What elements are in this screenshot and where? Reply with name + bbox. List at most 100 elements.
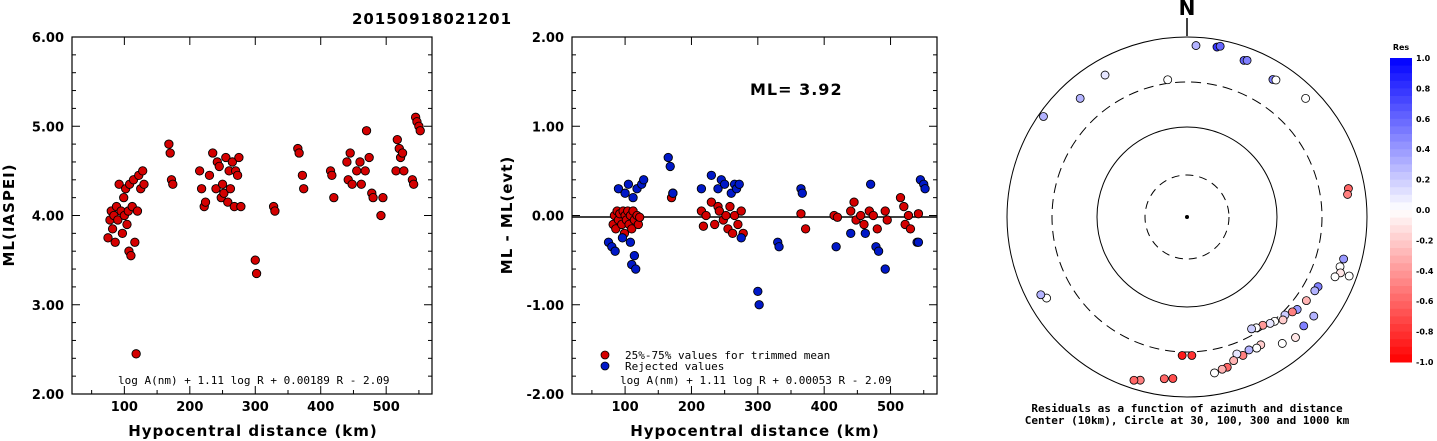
rejected-data-point	[665, 161, 675, 172]
rejected-data-point	[846, 228, 856, 239]
colorbar-cell	[1390, 164, 1412, 173]
ml-data-point	[376, 210, 386, 221]
ml-data-point	[119, 192, 129, 203]
colorbar-cell	[1390, 134, 1412, 143]
ml-data-point	[214, 161, 224, 172]
ml-x-tick-label: 300	[242, 400, 269, 415]
azimuth-residual-point	[1217, 364, 1227, 374]
ml-data-point	[221, 152, 231, 163]
rejected-data-point	[713, 184, 723, 194]
colorbar-cell	[1390, 103, 1412, 112]
residual-y-tick-label: 2.00	[532, 31, 564, 46]
ml-data-point	[345, 148, 355, 158]
trimmed-data-point	[905, 224, 916, 234]
ml-data-point	[352, 166, 362, 176]
residual-x-tick-label: 100	[612, 400, 639, 415]
rejected-data-point	[629, 251, 640, 261]
rejected-data-point	[623, 179, 634, 189]
ml-data-point	[208, 148, 218, 158]
epicenter-dot	[1185, 215, 1189, 219]
azimuth-residual-point	[1287, 307, 1297, 317]
rejected-data-point	[719, 179, 730, 189]
colorbar-cell	[1390, 354, 1412, 363]
colorbar-cell	[1390, 73, 1412, 82]
azimuth-residual-point	[1244, 345, 1254, 355]
ml-data-point	[342, 157, 352, 167]
rejected-data-point	[631, 264, 641, 274]
ml-data-point	[391, 166, 401, 176]
azimuth-residual-point	[1191, 41, 1201, 50]
ml-data-point	[270, 206, 280, 216]
azimuth-residual-point	[1100, 70, 1110, 80]
colorbar-cell	[1390, 141, 1412, 150]
residual-x-axis-label: Hypocentral distance (km)	[630, 422, 880, 440]
ml-data-point	[250, 255, 260, 265]
trimmed-data-point	[903, 210, 914, 221]
rejected-data-point	[617, 233, 628, 243]
trimmed-data-point	[627, 224, 637, 234]
residual-y-tick-label: 0.00	[532, 210, 564, 225]
ml-data-point	[130, 237, 140, 247]
colorbar-cell	[1390, 232, 1412, 241]
ml-data-point	[223, 197, 233, 207]
rejected-data-point	[865, 179, 876, 189]
ml-data-point	[378, 192, 388, 203]
legend-label-trimmed: 25%-75% values for trimmed mean	[625, 349, 830, 362]
ml-data-point	[368, 192, 378, 203]
colorbar-cell	[1390, 217, 1412, 226]
ml-vs-distance-panel: 100 200 300 400 500 2.00 3.00 4.00 5.00 6.00 ML(I…	[0, 31, 433, 440]
rejected-data-point	[880, 264, 890, 274]
colorbar-cell	[1390, 88, 1412, 97]
rejected-data-point	[696, 184, 707, 194]
ml-data-point	[131, 349, 141, 359]
colorbar-cell	[1390, 202, 1412, 211]
colorbar-tick-label: 0.4	[1416, 145, 1431, 154]
trimmed-data-point	[701, 210, 711, 221]
colorbar-cell	[1390, 156, 1412, 165]
trimmed-data-point	[714, 206, 724, 216]
ml-x-axis-label: Hypocentral distance (km)	[128, 422, 378, 440]
ml-data-point	[392, 134, 402, 145]
colorbar-cell	[1390, 331, 1412, 340]
azimuth-residual-panel: N Residuals as a function of azimuth and…	[1006, 0, 1368, 427]
colorbar-tick-label: -0.8	[1416, 328, 1434, 337]
trimmed-data-point	[796, 209, 806, 219]
colorbar-tick-label: 1.0	[1416, 54, 1431, 63]
rejected-data-point	[734, 179, 744, 189]
colorbar-tick-label: -0.2	[1416, 236, 1434, 245]
rejected-data-point	[613, 184, 624, 194]
trimmed-data-point	[727, 228, 738, 239]
colorbar-cell	[1390, 126, 1412, 135]
colorbar-cell	[1390, 225, 1412, 234]
ml-formula: log A(nm) + 1.11 log R + 0.00189 R - 2.0…	[118, 374, 390, 387]
azimuth-residual-point	[1278, 315, 1288, 325]
colorbar-cell	[1390, 179, 1412, 188]
azimuth-residual-point	[1277, 339, 1287, 348]
ml-data-point	[225, 184, 236, 194]
residual-x-tick-label: 300	[744, 400, 771, 415]
colorbar-cell	[1390, 194, 1412, 203]
ml-data-point	[347, 179, 357, 189]
colorbar-tick-label: -0.4	[1416, 267, 1434, 276]
legend-marker-trimmed	[600, 350, 610, 360]
trimmed-data-point	[872, 224, 882, 234]
azimuth-residual-point	[1168, 374, 1178, 383]
trimmed-data-point	[882, 215, 892, 225]
trimmed-data-point	[800, 224, 811, 234]
trimmed-data-point	[721, 210, 731, 221]
colorbar-cell	[1390, 255, 1412, 264]
colorbar-cell	[1390, 301, 1412, 310]
ml-data-point	[138, 166, 148, 176]
figure-title: 20150918021201	[352, 10, 512, 28]
north-label: N	[1179, 0, 1196, 20]
rejected-data-point	[639, 175, 649, 185]
azimuth-residual-point	[1036, 290, 1046, 300]
ml-data-point	[234, 152, 244, 163]
ml-data-point	[329, 192, 339, 203]
residual-formula: log A(nm) + 1.11 log R + 0.00053 R - 2.0…	[620, 374, 892, 387]
azimuth-residual-point	[1339, 254, 1349, 264]
azimuth-residual-point	[1271, 75, 1281, 85]
ml-data-point	[356, 179, 366, 189]
residual-colorbar: Res 1.0 0.8 0.6 0.4 0.2 0.0 -0.2 -0.4 -0.6 -0.8 -1…	[1390, 43, 1434, 367]
trimmed-data-point	[859, 219, 869, 230]
